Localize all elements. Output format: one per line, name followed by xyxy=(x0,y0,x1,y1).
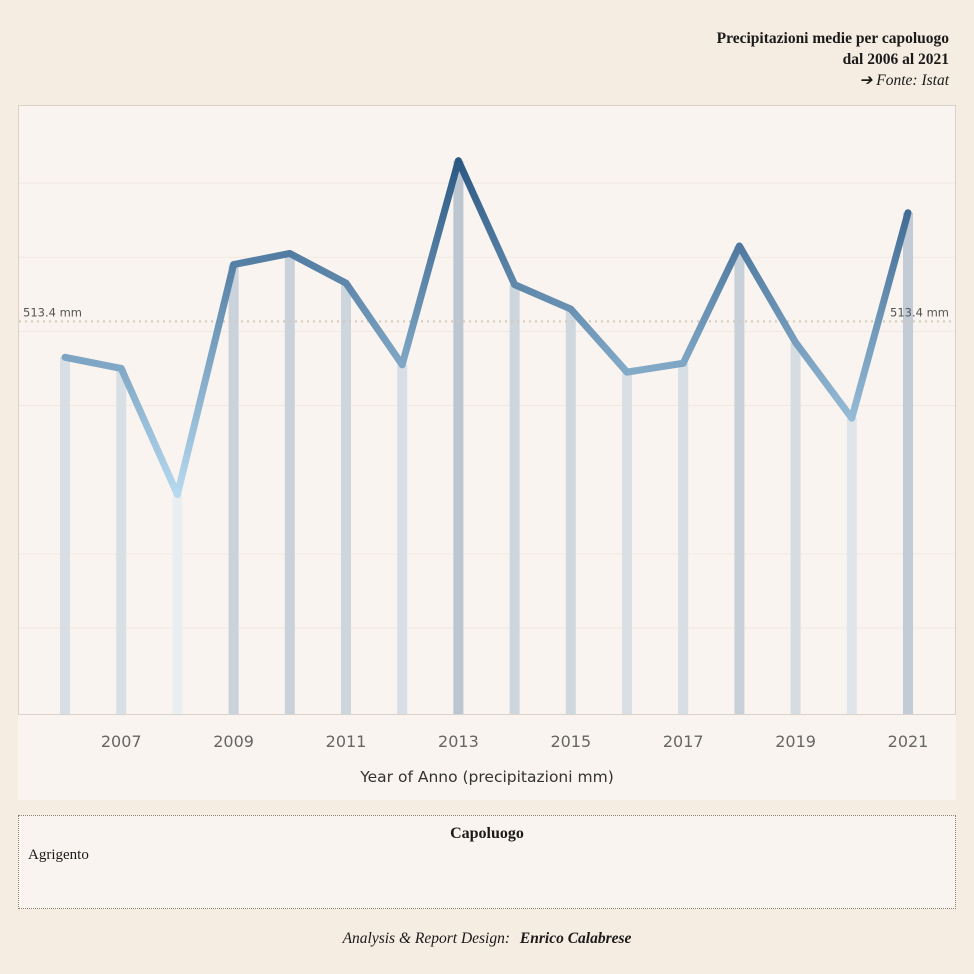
capoluogo-filter[interactable]: Capoluogo Agrigento xyxy=(18,815,956,909)
x-tick-2021: 2021 xyxy=(888,732,929,751)
line-segment-2006-2007 xyxy=(61,353,125,372)
line-segment-2007-2008 xyxy=(117,364,181,498)
line-segment-2018-2019 xyxy=(735,242,800,346)
chart-header: Precipitazioni medie per capoluogo dal 2… xyxy=(717,28,949,91)
precipitation-chart: 513.4 mm 513.4 mm 2007 2009 2011 2013 2015 2017… xyxy=(19,157,955,751)
line-segment-2016-2017 xyxy=(623,359,687,376)
footer-credit: Analysis & Report Design: Enrico Calabre… xyxy=(0,930,974,948)
footer-prefix: Analysis & Report Design: xyxy=(342,930,511,947)
x-tick-2013: 2013 xyxy=(438,732,479,751)
x-tick-2017: 2017 xyxy=(663,732,704,751)
x-tick-2015: 2015 xyxy=(550,732,591,751)
chart-title-line2: dal 2006 al 2021 xyxy=(842,51,949,68)
reference-label-left: 513.4 mm xyxy=(23,305,82,319)
line-segment-2008-2009 xyxy=(173,261,238,498)
x-tick-2019: 2019 xyxy=(775,732,816,751)
chart-panel: 513.4 mm 513.4 mm 2007 2009 2011 2013 2015 2017… xyxy=(18,105,956,800)
line-segment-2011-2012 xyxy=(342,279,406,369)
reference-label-right: 513.4 mm xyxy=(890,305,949,319)
line-segment-2017-2018 xyxy=(679,242,743,367)
x-tick-2009: 2009 xyxy=(213,732,254,751)
plot-area xyxy=(18,105,956,715)
footer-author: Enrico Calabrese xyxy=(519,930,632,947)
line-segment-2013-2014 xyxy=(454,157,519,289)
x-tick-2007: 2007 xyxy=(101,732,142,751)
source-note: ➔ Fonte: Istat xyxy=(859,72,949,89)
line-segment-2010-2011 xyxy=(286,249,350,287)
line-segment-2015-2016 xyxy=(567,305,631,376)
line-segment-2012-2013 xyxy=(398,157,462,369)
chart-title-line1: Precipitazioni medie per capoluogo xyxy=(716,30,949,47)
line-segment-2019-2020 xyxy=(792,338,856,422)
line-segment-2020-2021 xyxy=(848,209,912,422)
filter-value-agrigento[interactable]: Agrigento xyxy=(28,847,89,863)
line-segment-2009-2010 xyxy=(230,249,294,269)
line-segment-2014-2015 xyxy=(511,281,575,313)
x-axis-label: Year of Anno (precipitazioni mm) xyxy=(360,768,614,786)
filter-title: Capoluogo xyxy=(450,825,524,842)
x-tick-2011: 2011 xyxy=(326,732,367,751)
